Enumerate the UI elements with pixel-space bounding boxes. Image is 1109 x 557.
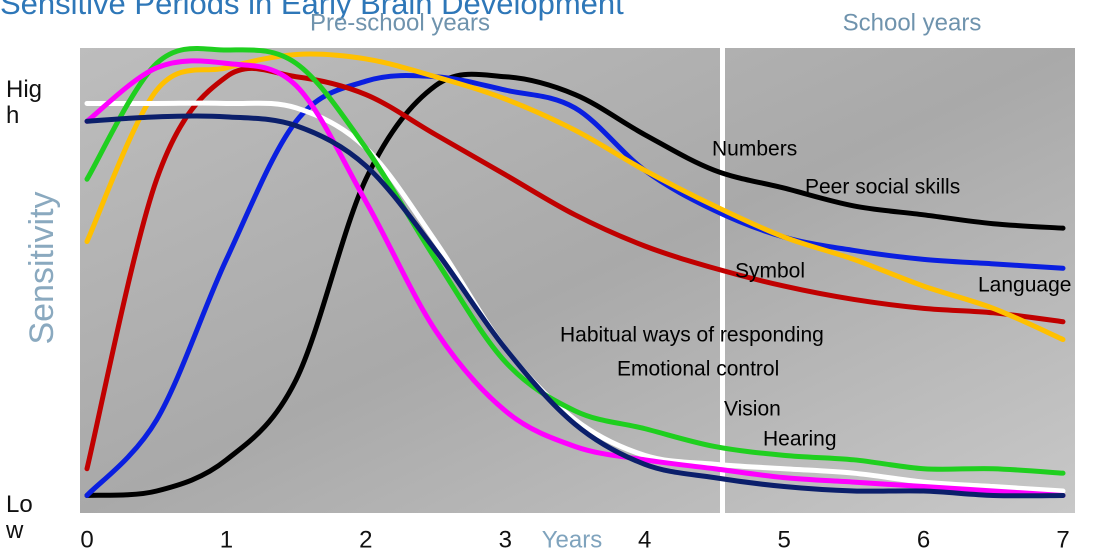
x-tick-label: 3 xyxy=(499,526,512,553)
period-divider xyxy=(720,48,725,513)
x-tick-label: 2 xyxy=(359,526,372,553)
page: {"chart_data": {"type": "line", "title":… xyxy=(0,0,1109,557)
curve-label: Numbers xyxy=(712,138,797,161)
y-tick-label: High xyxy=(6,77,48,129)
subtitle: School years xyxy=(843,9,982,36)
y-axis-label: Sensitivity xyxy=(23,191,61,344)
x-tick-label: 1 xyxy=(220,526,233,553)
chart: Sensitive Periods in Early Brain Develop… xyxy=(0,0,1109,557)
subtitle: Pre-school years xyxy=(310,9,490,36)
curve-label: Peer social skills xyxy=(805,176,960,199)
x-tick-label: 5 xyxy=(777,526,790,553)
curve-label: Habitual ways of responding xyxy=(560,324,824,347)
curve-label: Symbol xyxy=(735,260,805,283)
curve-label: Language xyxy=(978,274,1071,297)
x-tick-label: 6 xyxy=(917,526,930,553)
curve-label: Vision xyxy=(724,398,781,421)
x-tick-label: 0 xyxy=(80,526,93,553)
x-tick-label: 7 xyxy=(1056,526,1069,553)
x-tick-label: 4 xyxy=(638,526,651,553)
x-axis-label: Years xyxy=(542,526,603,553)
y-tick-label: Low xyxy=(6,492,48,544)
curve-label: Emotional control xyxy=(617,358,779,381)
curve-label: Hearing xyxy=(763,428,837,451)
